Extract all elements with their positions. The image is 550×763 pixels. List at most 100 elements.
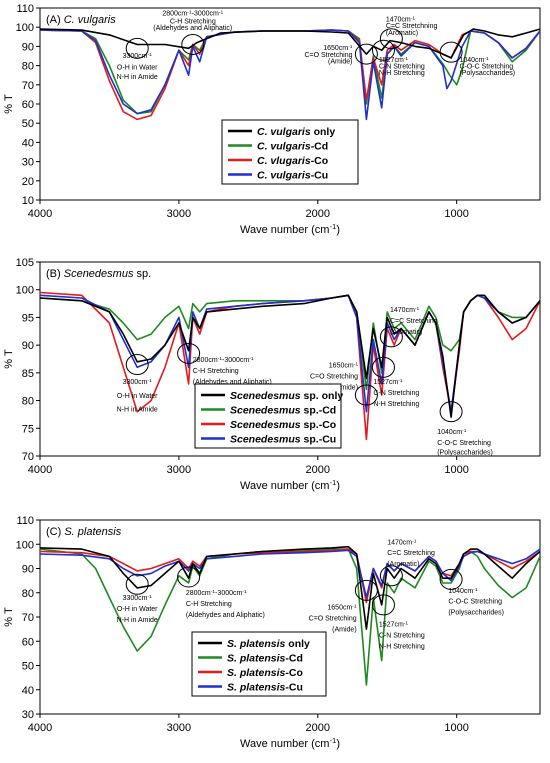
annotation-circle bbox=[177, 566, 201, 588]
y-tick-label: 10 bbox=[22, 195, 34, 207]
legend-label: Scenedesmus sp.-Cd bbox=[230, 405, 336, 417]
x-tick-label: 1000 bbox=[444, 722, 468, 734]
annotation-label: 1040cm-1 bbox=[437, 427, 467, 436]
annotation-circle bbox=[354, 579, 378, 601]
legend-label: S. platensis-Co bbox=[227, 667, 303, 679]
annotation-label: (Aromatic) bbox=[387, 561, 419, 568]
annotation-label: 3300cm-1 bbox=[123, 377, 153, 386]
legend-label: Scenedesmus sp.-Co bbox=[230, 419, 336, 431]
annotation-circle bbox=[379, 28, 403, 50]
annotation-label: C-H Stretching bbox=[170, 18, 216, 25]
chart-panel-1: 10 20 30 40 50 60 70 80 90 100 110 4000 3000 2000 1000… bbox=[3, 3, 541, 236]
annotation-label: 1650cm-1 bbox=[323, 44, 353, 53]
series-line-2 bbox=[40, 29, 540, 115]
annotation-label: 2800cm-1-3000cm-1 bbox=[162, 9, 223, 18]
y-tick-label: 85 bbox=[22, 368, 34, 380]
annotation-label: (Amide) bbox=[332, 627, 357, 634]
annotation-circle bbox=[125, 354, 149, 376]
annotation-label: 1470cm-1 bbox=[390, 305, 420, 314]
y-tick-label: 50 bbox=[22, 661, 34, 673]
x-axis-title: Wave number (cm-1) bbox=[240, 478, 340, 493]
annotation-circle bbox=[379, 326, 403, 348]
annotation-label: C=C Stretching bbox=[387, 550, 435, 557]
annotation-label: C-H Stretching bbox=[193, 368, 239, 375]
x-tick-label: 3000 bbox=[167, 208, 191, 220]
x-tick-label: 3000 bbox=[167, 464, 191, 476]
y-axis-title: % T bbox=[3, 349, 15, 369]
annotation-label: C=O Stretching bbox=[304, 52, 352, 59]
annotation-label: C-N Stretching bbox=[379, 63, 425, 70]
annotation-label: C-O-C Stretching bbox=[448, 599, 502, 606]
y-tick-label: 95 bbox=[22, 312, 34, 324]
series-line-4 bbox=[40, 29, 540, 121]
y-tick-label: 90 bbox=[22, 41, 34, 53]
annotation-label: N-H Stretching bbox=[379, 70, 425, 77]
panel-title: (A) C. vulgaris bbox=[46, 14, 116, 26]
x-tick-label: 4000 bbox=[28, 208, 52, 220]
annotation-label: C-H Stretching bbox=[186, 601, 232, 608]
y-tick-label: 80 bbox=[22, 61, 34, 73]
y-tick-label: 60 bbox=[22, 636, 34, 648]
annotation-circle bbox=[439, 401, 463, 423]
x-tick-label: 4000 bbox=[28, 722, 52, 734]
panel-title: (C) S. platensis bbox=[46, 526, 122, 538]
y-tick-label: 50 bbox=[22, 118, 34, 130]
x-axis-title: Wave number (cm-1) bbox=[240, 736, 340, 751]
annotation-label: C=C Stretchning bbox=[386, 23, 438, 30]
y-tick-label: 110 bbox=[16, 515, 34, 527]
y-tick-label: 80 bbox=[22, 396, 34, 408]
y-tick-label: 40 bbox=[22, 685, 34, 697]
annotation-label: (Amide) bbox=[334, 384, 359, 391]
annotation-label: 2800cm-1-3000cm-1 bbox=[186, 589, 247, 598]
annotation-circle bbox=[379, 565, 403, 587]
plot-frame bbox=[39, 261, 541, 457]
annotation-circle bbox=[125, 37, 149, 59]
annotation-label: C-O-C Stretching bbox=[459, 63, 513, 70]
annotation-label: 2800cm-1-3000cm-1 bbox=[193, 355, 254, 364]
annotation-label: 1470cm-1 bbox=[387, 538, 417, 547]
annotation-label: O-H in Water bbox=[117, 64, 158, 71]
legend-label: Scenedesmus sp. only bbox=[230, 390, 343, 402]
annotation-label: C=C Stretching bbox=[390, 318, 438, 325]
y-tick-label: 70 bbox=[22, 612, 34, 624]
annotation-label: N-H Stretching bbox=[373, 401, 419, 408]
annotation-label: (Aldehydes and Aliphatic) bbox=[193, 379, 272, 386]
y-axis-title: % T bbox=[3, 94, 15, 114]
annotation-circle bbox=[439, 41, 463, 63]
y-tick-label: 75 bbox=[22, 423, 34, 435]
legend-label: Scenedesmus sp.-Cu bbox=[230, 434, 336, 446]
annotation-label: C=O Stretching bbox=[309, 616, 357, 623]
x-tick-label: 3000 bbox=[167, 722, 191, 734]
annotation-label: 1650cm-1 bbox=[329, 361, 359, 370]
y-tick-label: 30 bbox=[22, 709, 34, 721]
annotation-label: 1527cm-1 bbox=[379, 620, 409, 629]
annotation-label: (Aromatic) bbox=[390, 329, 422, 336]
legend-label: C. vulgaris only bbox=[257, 126, 335, 138]
y-tick-label: 30 bbox=[22, 157, 34, 169]
y-axis-title: % T bbox=[3, 607, 15, 627]
y-tick-label: 100 bbox=[16, 285, 34, 297]
y-tick-label: 105 bbox=[16, 257, 34, 269]
chart-panel-2: 70 75 80 85 90 95 100 105 4000 3000 2000 1000 Wave n… bbox=[3, 257, 541, 493]
annotation-label: 1040cm-1 bbox=[448, 586, 478, 595]
annotation-circle bbox=[354, 43, 378, 65]
annotation-label: N-H Stretching bbox=[379, 644, 425, 651]
x-tick-label: 2000 bbox=[306, 464, 330, 476]
legend-label: C. vulgaris-Cu bbox=[257, 170, 328, 182]
y-tick-label: 100 bbox=[16, 22, 34, 34]
annotation-label: 3300cm-1 bbox=[123, 51, 153, 60]
x-tick-label: 4000 bbox=[28, 464, 52, 476]
annotation-label: (Polysaccharides) bbox=[437, 449, 493, 456]
y-tick-label: 20 bbox=[22, 176, 34, 188]
chart-panel-3: 30 40 50 60 70 80 90 100 110 4000 3000 2000 1000 Wave… bbox=[3, 515, 541, 751]
annotation-label: C-N Stretching bbox=[379, 633, 425, 640]
legend-label: S. platensis-Cu bbox=[227, 682, 303, 694]
y-tick-label: 70 bbox=[22, 80, 34, 92]
annotation-circle bbox=[177, 342, 201, 364]
legend-label: S. platensis only bbox=[227, 638, 310, 650]
y-tick-label: 40 bbox=[22, 137, 34, 149]
y-tick-label: 80 bbox=[22, 588, 34, 600]
legend-label: S. platensis-Cd bbox=[227, 653, 303, 665]
annotation-label: 1650cm-1 bbox=[327, 603, 357, 612]
